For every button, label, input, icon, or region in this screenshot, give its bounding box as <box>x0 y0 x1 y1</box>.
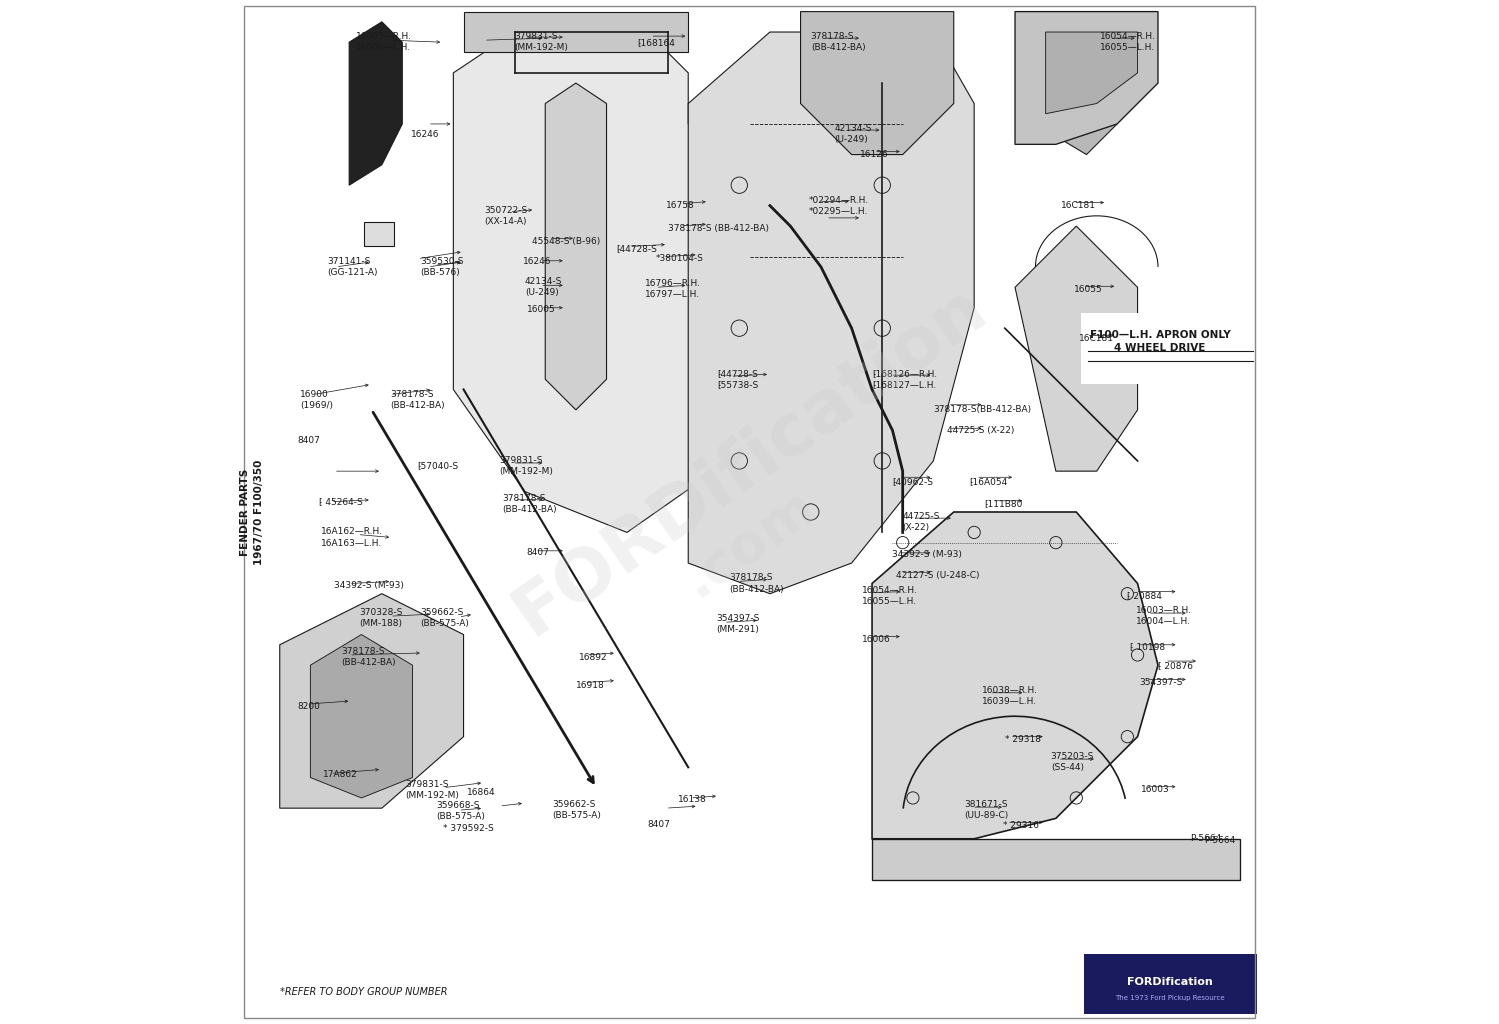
Text: 378178-S
(BB-412-BA): 378178-S (BB-412-BA) <box>502 494 558 514</box>
Polygon shape <box>1015 226 1138 471</box>
Text: ⁅44728-S
⁅55738-S: ⁅44728-S ⁅55738-S <box>717 370 758 389</box>
Polygon shape <box>800 11 953 155</box>
Text: FENDER PARTS
1967/70 F100/350: FENDER PARTS 1967/70 F100/350 <box>240 460 264 564</box>
Text: 42127-S (U-248-C): 42127-S (U-248-C) <box>895 570 979 580</box>
Text: * 29318: * 29318 <box>1004 735 1040 744</box>
Text: 16918: 16918 <box>576 681 604 690</box>
Text: 378178-S
(BB-412-BA): 378178-S (BB-412-BA) <box>340 647 396 667</box>
Text: 8200: 8200 <box>297 701 319 711</box>
Text: 350722-S
(XX-14-A): 350722-S (XX-14-A) <box>484 206 528 226</box>
Text: P-5664: P-5664 <box>1190 835 1222 844</box>
Text: 16900
(1969/): 16900 (1969/) <box>300 389 333 410</box>
Text: 16A162—R.H.
16A163—L.H.: 16A162—R.H. 16A163—L.H. <box>321 527 382 548</box>
Text: 359530-S
(BB-576): 359530-S (BB-576) <box>421 257 465 276</box>
Text: 16246: 16246 <box>523 257 552 266</box>
Text: 371141-S
(GG-121-A): 371141-S (GG-121-A) <box>328 257 378 276</box>
FancyBboxPatch shape <box>1084 954 1258 1015</box>
Text: 45548-S (B-96): 45548-S (B-96) <box>532 237 600 246</box>
Text: 370328-S
(MM-188): 370328-S (MM-188) <box>360 608 403 629</box>
Text: 16003: 16003 <box>1141 785 1169 795</box>
Text: ⁅ 10198: ⁅ 10198 <box>1130 642 1166 651</box>
Text: 16864: 16864 <box>466 788 495 798</box>
Text: 379831-S
(MM-192-M): 379831-S (MM-192-M) <box>514 32 568 52</box>
Text: 16C181: 16C181 <box>1079 334 1114 343</box>
Text: 16126: 16126 <box>860 151 889 159</box>
Text: ⁅40962-S: ⁅40962-S <box>892 477 934 485</box>
Text: 8407: 8407 <box>648 820 670 829</box>
Text: 17A862: 17A862 <box>322 770 357 779</box>
Text: 359662-S
(BB-575-A): 359662-S (BB-575-A) <box>553 800 601 820</box>
Text: 378178-S(BB-412-BA): 378178-S(BB-412-BA) <box>934 406 1031 415</box>
Text: *380104-S: *380104-S <box>655 254 703 263</box>
Text: 16138: 16138 <box>678 796 706 805</box>
Text: 42134-S
(U-249): 42134-S (U-249) <box>525 278 562 297</box>
Text: ⁅ 20884: ⁅ 20884 <box>1127 591 1162 600</box>
Text: 16C181: 16C181 <box>1061 201 1096 210</box>
Text: 16796—R.H.
16797—L.H.: 16796—R.H. 16797—L.H. <box>646 280 702 299</box>
Text: 16005: 16005 <box>526 305 556 314</box>
Text: 16055: 16055 <box>1075 285 1103 294</box>
Polygon shape <box>1036 11 1117 155</box>
Text: 44725-S
(X-22): 44725-S (X-22) <box>902 512 940 532</box>
Text: 359668-S
(BB-575-A): 359668-S (BB-575-A) <box>436 801 484 821</box>
Text: 16758: 16758 <box>666 201 694 210</box>
Text: The 1973 Ford Pickup Resource: The 1973 Ford Pickup Resource <box>1115 995 1225 1001</box>
Text: 8407: 8407 <box>526 548 550 557</box>
Text: 42134-S
(U-249): 42134-S (U-249) <box>835 124 871 144</box>
Text: 378178-S
(BB-412-BA): 378178-S (BB-412-BA) <box>390 389 445 410</box>
Text: 34392-S (M-93): 34392-S (M-93) <box>334 581 403 590</box>
Polygon shape <box>310 635 412 798</box>
Polygon shape <box>453 32 770 532</box>
Text: * 379592-S: * 379592-S <box>444 824 493 834</box>
Text: *REFER TO BODY GROUP NUMBER: *REFER TO BODY GROUP NUMBER <box>280 987 447 997</box>
Text: 16054—R.H.
16055—L.H.: 16054—R.H. 16055—L.H. <box>1100 32 1156 52</box>
Text: ⁅ 45264-S: ⁅ 45264-S <box>319 498 363 506</box>
Polygon shape <box>688 32 974 594</box>
Text: .com: .com <box>673 477 826 607</box>
Text: 8407: 8407 <box>297 436 319 445</box>
Text: ⁅168164: ⁅168164 <box>637 38 675 47</box>
Polygon shape <box>280 594 463 808</box>
Text: 16054—R.H.
16055—L.H.: 16054—R.H. 16055—L.H. <box>862 586 917 606</box>
Text: 354397-S
(MM-291): 354397-S (MM-291) <box>717 614 758 635</box>
Text: ⁅44728-S: ⁅44728-S <box>616 244 658 253</box>
Polygon shape <box>349 22 402 185</box>
Text: 34392-S (M-93): 34392-S (M-93) <box>892 550 962 559</box>
Text: 375203-S
(SS-44): 375203-S (SS-44) <box>1051 753 1094 772</box>
Text: 378178-S
(BB-412-BA): 378178-S (BB-412-BA) <box>811 32 865 52</box>
Text: 16006: 16006 <box>862 635 890 644</box>
Polygon shape <box>1046 32 1138 114</box>
Text: 16003—R.H.
16004—L.H.: 16003—R.H. 16004—L.H. <box>1136 606 1192 627</box>
Polygon shape <box>1015 11 1159 144</box>
Text: P-5664: P-5664 <box>1204 837 1235 846</box>
Text: 381671-S
(UU-89-C): 381671-S (UU-89-C) <box>964 800 1009 820</box>
Text: 16038—R.H.
16039—L.H.: 16038—R.H. 16039—L.H. <box>982 686 1039 706</box>
Text: 379831-S
(MM-192-M): 379831-S (MM-192-M) <box>405 779 459 800</box>
Text: *02294—R.H.
*02295—L.H.: *02294—R.H. *02295—L.H. <box>809 196 869 216</box>
Polygon shape <box>872 512 1159 839</box>
Text: FORDification: FORDification <box>1127 977 1213 987</box>
Text: 379831-S
(MM-192-M): 379831-S (MM-192-M) <box>499 456 553 476</box>
FancyBboxPatch shape <box>364 222 394 247</box>
Text: 354397-S: 354397-S <box>1139 678 1183 687</box>
Text: FORDification: FORDification <box>501 272 998 650</box>
Text: ⁅57040-S: ⁅57040-S <box>418 462 459 471</box>
Text: 378178-S
(BB-412-BA): 378178-S (BB-412-BA) <box>729 573 784 594</box>
Text: 44725-S (X-22): 44725-S (X-22) <box>946 426 1013 435</box>
Text: ⁅111B80: ⁅111B80 <box>985 500 1022 508</box>
Text: 359662-S
(BB-575-A): 359662-S (BB-575-A) <box>421 608 469 629</box>
Text: 16005—R.H.
16006—L.H.: 16005—R.H. 16006—L.H. <box>357 32 412 52</box>
FancyBboxPatch shape <box>1081 313 1261 384</box>
Polygon shape <box>546 83 607 410</box>
Text: 16892: 16892 <box>579 652 607 662</box>
Text: ⁅ 20876: ⁅ 20876 <box>1159 660 1193 670</box>
Text: 16246: 16246 <box>411 130 439 138</box>
Polygon shape <box>872 839 1240 880</box>
Text: ⁅168126—R.H.
⁅168127—L.H.: ⁅168126—R.H. ⁅168127—L.H. <box>872 370 937 389</box>
Text: F100—L.H. APRON ONLY
4 WHEEL DRIVE: F100—L.H. APRON ONLY 4 WHEEL DRIVE <box>1090 330 1231 353</box>
Text: * 29316: * 29316 <box>1003 821 1039 830</box>
Text: 378178-S (BB-412-BA): 378178-S (BB-412-BA) <box>667 223 769 232</box>
Text: ⁅16A054: ⁅16A054 <box>968 477 1007 485</box>
Polygon shape <box>463 11 688 52</box>
